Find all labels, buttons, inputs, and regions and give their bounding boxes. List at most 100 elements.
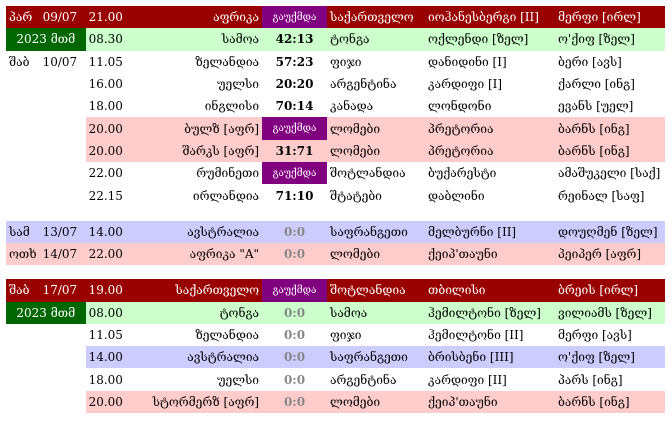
time-cell: 18.00 (88, 372, 123, 387)
day-cell (6, 73, 40, 95)
match-row: 2023 მთმ 08.30 სამოა 42:13 ტონგა ოქლენდი [ზელ… (6, 28, 666, 51)
date-cell (40, 117, 86, 139)
away-team-cell: ლომები (327, 117, 426, 140)
date-cell: 13/07 (39, 220, 86, 243)
spacer-row (6, 265, 665, 279)
home-team-cell: აფრიკა (149, 6, 263, 29)
referee-cell: ამაშუკელი [საქ] (558, 166, 661, 181)
date-cell (40, 95, 86, 117)
referee-cell: ბრეის [ირლ] (555, 279, 666, 302)
match-row: 16.00 უელსი 20:20 არგენტინა კარდიფი [I] ქარლი… (6, 73, 665, 95)
date-cell (40, 391, 86, 413)
away-team-cell: სამოა (327, 301, 426, 324)
score-cell: 42:13 (262, 28, 328, 51)
venue-cell: დაბლინი (428, 188, 485, 203)
home-team-cell: ირლანდია (192, 188, 260, 203)
home-team-cell: რუმინეთი (196, 166, 260, 181)
away-team-cell: შტატები (330, 188, 382, 203)
date-cell (40, 184, 86, 206)
home-team-cell: სამოა (149, 28, 263, 51)
time-cell: 16.00 (88, 77, 123, 92)
match-row: 22.15 ირლანდია 71:10 შტატები დაბლინი რეინალ [… (6, 184, 665, 206)
venue-cell: თბილისი (425, 279, 556, 302)
time-cell: 11.05 (88, 328, 123, 342)
home-team-cell: ავსტრალია (149, 346, 263, 369)
spacer-cell (6, 207, 665, 221)
spacer-cell (6, 265, 665, 279)
time-cell: 21.00 (85, 6, 150, 29)
away-team-cell: საფრანგეთი (327, 346, 426, 369)
score-cell: 31:71 (262, 139, 328, 163)
away-team-cell: საქართველო (327, 6, 426, 29)
header-match-row: შაბ 17/07 19.00 საქართველო გაუქმდა შოტლანდია თ… (6, 279, 666, 302)
date-cell: 17/07 (39, 279, 86, 302)
home-team-cell: ზელანდია (195, 328, 260, 342)
referee-cell: მერფი [ირლ] (555, 6, 666, 29)
venue-cell: ქეიპ'თაუნი (425, 390, 556, 414)
venue-cell: ქეიპ'თაუნი (425, 242, 556, 266)
time-cell: 22.00 (85, 242, 150, 266)
day-cell (6, 140, 40, 162)
score-cell: 20:20 (275, 77, 314, 92)
referee-cell: ქარლი [ინგ] (558, 77, 635, 92)
referee-cell: ბარნს [ინგ] (555, 117, 666, 140)
home-team-cell: ზელანდია (195, 54, 260, 69)
away-team-cell: შოტლანდია (330, 166, 406, 181)
away-team-cell: ფიჯი (330, 328, 362, 342)
score-cell: 0:0 (262, 242, 328, 266)
match-row: სამ 13/07 14.00 ავსტრალია 0:0 საფრანგეთი მელბუ… (6, 220, 666, 243)
time-cell: 22.00 (88, 166, 123, 181)
match-row: 11.05 ზელანდია 0:0 ფიჯი ჰემილტონი [II] მერფი … (6, 324, 665, 346)
date-cell: 10/07 (42, 54, 78, 69)
time-cell: 20.00 (85, 139, 150, 163)
time-cell: 14.00 (85, 220, 150, 243)
home-team-cell: სტორმერზ [აფრ] (149, 390, 263, 414)
match-row: 14.00 ავსტრალია 0:0 საფრანგეთი ბრისბენი [III… (6, 346, 666, 369)
venue-cell: ბუქარესტი (428, 166, 497, 181)
match-row: 20.00 ბულზ [აფრ] გაუქმდა ლომები პრეტორია ბარნ… (6, 117, 666, 140)
referee-cell: ო'ქიფ [ზელ] (555, 28, 666, 51)
year-cell: 2023 მთმ (6, 301, 86, 324)
day-cell: შაბ (6, 279, 40, 302)
away-team-cell: ლომები (327, 139, 426, 163)
day-cell (6, 391, 40, 413)
time-cell: 08.00 (85, 301, 150, 324)
referee-cell: პეიპერ [აფრ] (555, 242, 666, 266)
day-cell: ოთხ (6, 242, 40, 266)
header-match-row: პარ 09/07 21.00 აფრიკა გაუქმდა საქართველო იოჰა… (6, 6, 666, 29)
date-cell: 14/07 (39, 242, 86, 266)
day-cell: შაბ (9, 54, 30, 69)
day-cell: პარ (6, 6, 40, 29)
home-team-cell: ბულზ [აფრ] (149, 117, 263, 140)
venue-cell: დანიდინი [I] (428, 54, 507, 69)
referee-cell: ბერი [ავს] (558, 54, 622, 69)
referee-cell: ო'ქიფ [ზელ] (555, 346, 666, 369)
match-row: შაბ 10/07 11.05 ზელანდია 57:23 ფიჯი დანიდინი [… (6, 51, 665, 73)
match-row: 18.00 ინგლისი 70:14 კანადა ლონდონი ევანს [უელ… (6, 95, 665, 117)
match-row: 2023 მთმ 08.00 ტონგა 0:0 სამოა ჰემილტონი [ზელ… (6, 301, 666, 324)
away-team-cell: შოტლანდია (327, 279, 426, 302)
away-team-cell: არგენტინა (330, 77, 397, 92)
match-row: 20.00 სტორმერზ [აფრ] 0:0 ლომები ქეიპ'თაუნი ბა… (6, 390, 666, 414)
away-team-cell: საფრანგეთი (327, 220, 426, 243)
score-cell: გაუქმდა (262, 279, 328, 302)
day-cell (6, 324, 40, 346)
home-team-cell: აფრიკა "A" (149, 242, 263, 266)
away-team-cell: კანადა (330, 99, 374, 114)
referee-cell: ბარნს [ინგ] (555, 139, 666, 163)
referee-cell: ბარნს [ინგ] (555, 390, 666, 414)
venue-cell: კარდიფი [I] (428, 77, 503, 92)
score-cell: 70:14 (275, 99, 314, 114)
time-cell: 11.05 (88, 54, 123, 69)
home-team-cell: ავსტრალია (149, 220, 263, 243)
day-cell (6, 95, 40, 117)
venue-cell: კარდიფი [II] (428, 372, 507, 387)
day-cell (6, 117, 40, 139)
score-cell: 0:0 (262, 301, 328, 324)
home-team-cell: უელსი (217, 372, 260, 387)
day-cell: სამ (6, 220, 40, 243)
date-cell (40, 368, 86, 390)
score-cell: გაუქმდა (262, 6, 328, 29)
day-cell (6, 368, 40, 390)
date-cell (40, 324, 86, 346)
